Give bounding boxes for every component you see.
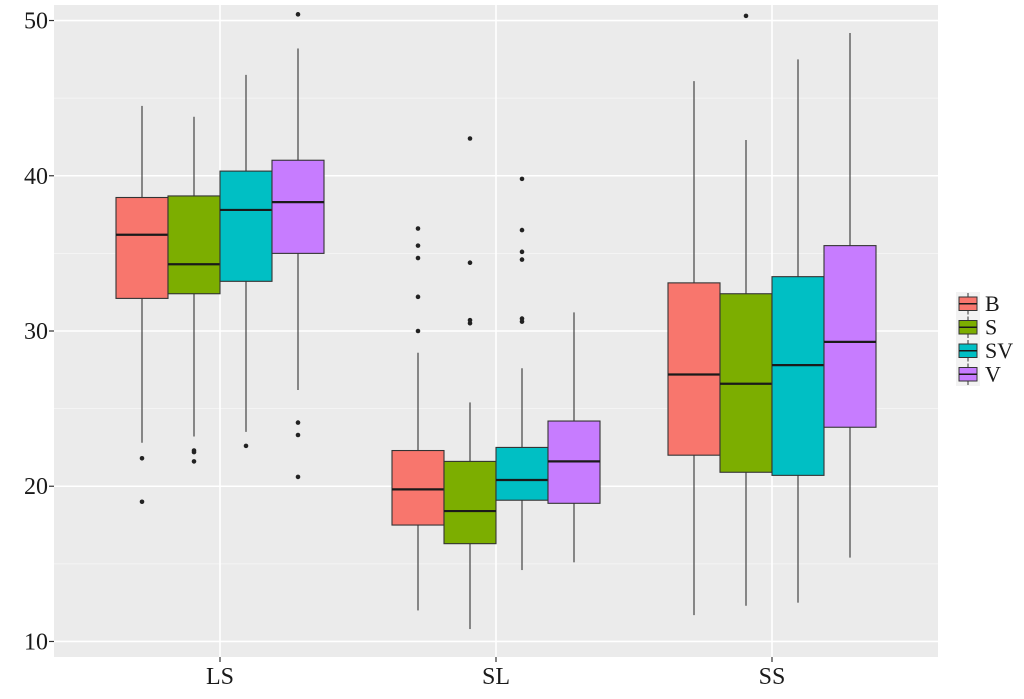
legend-label: V [985, 361, 1001, 386]
outlier-point [295, 420, 301, 425]
box-SL-V [547, 312, 601, 563]
box-SS-SV [771, 59, 825, 603]
outlier-point [467, 136, 473, 141]
box-body [167, 195, 221, 295]
box-body [271, 159, 325, 254]
outlier-point [415, 294, 421, 300]
legend-label: SV [985, 338, 1013, 363]
outlier-point [519, 257, 525, 262]
outlier-point [743, 13, 749, 19]
x-tick-label: SS [759, 664, 786, 690]
box-SS-S [719, 13, 773, 606]
legend-label: S [985, 314, 997, 339]
outlier-point [191, 449, 197, 455]
box-body [667, 282, 721, 456]
box-LS-S [167, 116, 221, 464]
legend-item-B: B [956, 291, 1000, 316]
box-body [443, 460, 497, 545]
x-tick-label: LS [206, 664, 234, 690]
box-SL-S [443, 136, 497, 630]
box-body [391, 449, 445, 526]
legend-item-SV: SV [956, 338, 1013, 363]
outlier-point [467, 260, 473, 265]
box-body [771, 276, 825, 476]
y-tick-label: 50 [24, 9, 48, 35]
outlier-point [295, 12, 301, 17]
outlier-point [415, 243, 421, 248]
outlier-point [139, 499, 145, 505]
box-LS-SV [219, 74, 273, 449]
box-SL-B [391, 226, 445, 611]
box-LS-B [115, 105, 169, 505]
outlier-point [295, 474, 301, 480]
legend-label: B [985, 291, 1000, 316]
box-body [219, 170, 273, 282]
box-LS-V [271, 12, 325, 480]
outlier-point [191, 459, 197, 464]
y-tick-label: 10 [24, 629, 48, 655]
box-body [823, 245, 877, 428]
box-SL-SV [495, 176, 549, 571]
outlier-point [415, 328, 421, 334]
outlier-point [139, 455, 145, 461]
legend-item-S: S [956, 314, 997, 339]
outlier-point [243, 443, 249, 449]
y-tick-label: 40 [24, 164, 48, 190]
x-tick-label: SL [482, 664, 510, 690]
legend-item-V: V [956, 361, 1001, 386]
box-body [115, 196, 169, 299]
boxes-layer [115, 12, 877, 630]
y-axis: 10 20 30 40 50 [24, 9, 54, 655]
outlier-point [519, 176, 525, 182]
y-tick-label: 20 [24, 474, 48, 500]
outlier-point [415, 226, 421, 231]
outlier-point [519, 227, 525, 233]
outlier-point [519, 249, 525, 255]
box-body [495, 446, 549, 501]
outlier-point [295, 432, 301, 438]
outlier-point [467, 317, 473, 323]
y-tick-label: 30 [24, 319, 48, 345]
box-SS-V [823, 32, 877, 558]
outlier-point [415, 255, 421, 261]
outlier-point [519, 316, 525, 321]
x-axis: LS SL SS [206, 657, 785, 690]
